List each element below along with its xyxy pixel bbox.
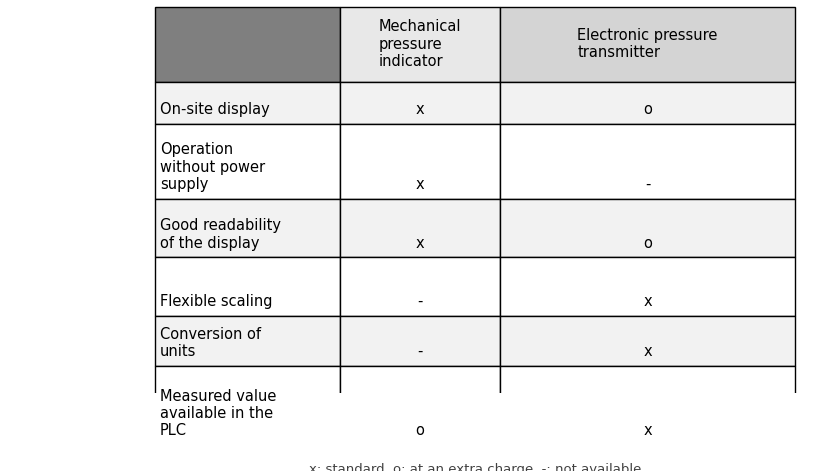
Text: o: o bbox=[643, 102, 652, 117]
Bar bbox=[340, 7, 500, 82]
Text: Operation
without power
supply: Operation without power supply bbox=[160, 142, 265, 192]
Bar bbox=[155, 123, 340, 199]
Text: x: x bbox=[644, 423, 652, 439]
Bar bbox=[340, 123, 500, 199]
Text: o: o bbox=[643, 236, 652, 251]
Text: -: - bbox=[417, 294, 422, 309]
Text: Good readability
of the display: Good readability of the display bbox=[160, 218, 281, 251]
Bar bbox=[500, 199, 795, 257]
Text: o: o bbox=[416, 423, 424, 439]
Bar bbox=[155, 316, 340, 366]
Text: Measured value
available in the
PLC: Measured value available in the PLC bbox=[160, 389, 277, 439]
Text: x: x bbox=[416, 177, 424, 192]
Bar bbox=[500, 316, 795, 366]
Bar bbox=[155, 199, 340, 257]
Text: Flexible scaling: Flexible scaling bbox=[160, 294, 272, 309]
Text: -: - bbox=[644, 177, 650, 192]
Text: x: standard, o: at an extra charge, -: not available: x: standard, o: at an extra charge, -: n… bbox=[309, 463, 641, 471]
Text: x: x bbox=[644, 344, 652, 359]
Bar bbox=[155, 82, 340, 123]
Text: -: - bbox=[417, 344, 422, 359]
Text: x: x bbox=[416, 102, 424, 117]
Bar bbox=[155, 257, 340, 316]
Text: Conversion of
units: Conversion of units bbox=[160, 327, 261, 359]
Text: On-site display: On-site display bbox=[160, 102, 270, 117]
Bar bbox=[155, 366, 340, 445]
Text: Electronic pressure
transmitter: Electronic pressure transmitter bbox=[577, 28, 717, 60]
Bar bbox=[340, 366, 500, 445]
Bar bbox=[155, 7, 340, 82]
Bar bbox=[500, 123, 795, 199]
Text: x: x bbox=[644, 294, 652, 309]
Text: Mechanical
pressure
indicator: Mechanical pressure indicator bbox=[379, 19, 461, 69]
Bar bbox=[340, 82, 500, 123]
Text: x: x bbox=[416, 236, 424, 251]
Bar bbox=[500, 257, 795, 316]
Bar bbox=[340, 316, 500, 366]
Bar bbox=[340, 257, 500, 316]
Bar bbox=[500, 7, 795, 82]
Bar bbox=[340, 199, 500, 257]
Bar bbox=[500, 82, 795, 123]
Bar bbox=[500, 366, 795, 445]
